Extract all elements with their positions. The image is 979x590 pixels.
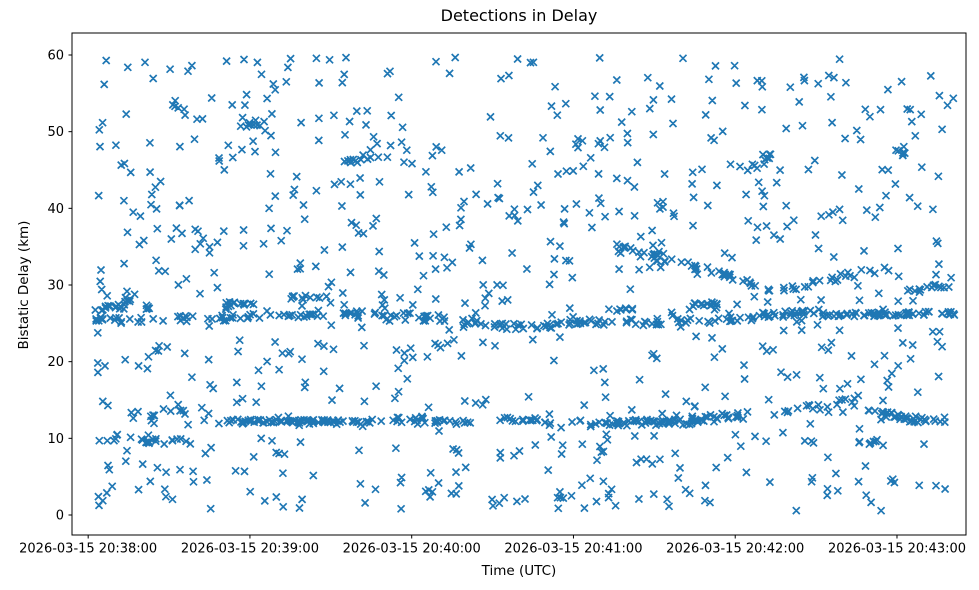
plot-area-border xyxy=(71,32,967,536)
x-tick-label: 2026-03-15 20:43:00 xyxy=(828,542,966,557)
chart-title: Detections in Delay xyxy=(440,6,598,25)
x-axis-label: Time (UTC) xyxy=(481,563,557,579)
scatter-points xyxy=(91,53,959,515)
y-tick-label: 40 xyxy=(47,202,64,217)
x-tick-label: 2026-03-15 20:38:00 xyxy=(19,542,157,557)
x-tick-label: 2026-03-15 20:39:00 xyxy=(181,542,319,557)
x-tick-label: 2026-03-15 20:42:00 xyxy=(666,542,804,557)
x-tick-label: 2026-03-15 20:40:00 xyxy=(343,542,481,557)
y-tick-label: 60 xyxy=(47,49,64,64)
y-tick-label: 20 xyxy=(47,355,64,370)
x-tick-label: 2026-03-15 20:41:00 xyxy=(504,542,642,557)
y-tick-label: 50 xyxy=(47,125,64,140)
y-tick-label: 30 xyxy=(47,278,64,293)
y-tick-label: 0 xyxy=(56,508,64,523)
y-axis-label: Bistatic Delay (km) xyxy=(16,220,32,350)
y-tick-label: 10 xyxy=(47,432,64,447)
